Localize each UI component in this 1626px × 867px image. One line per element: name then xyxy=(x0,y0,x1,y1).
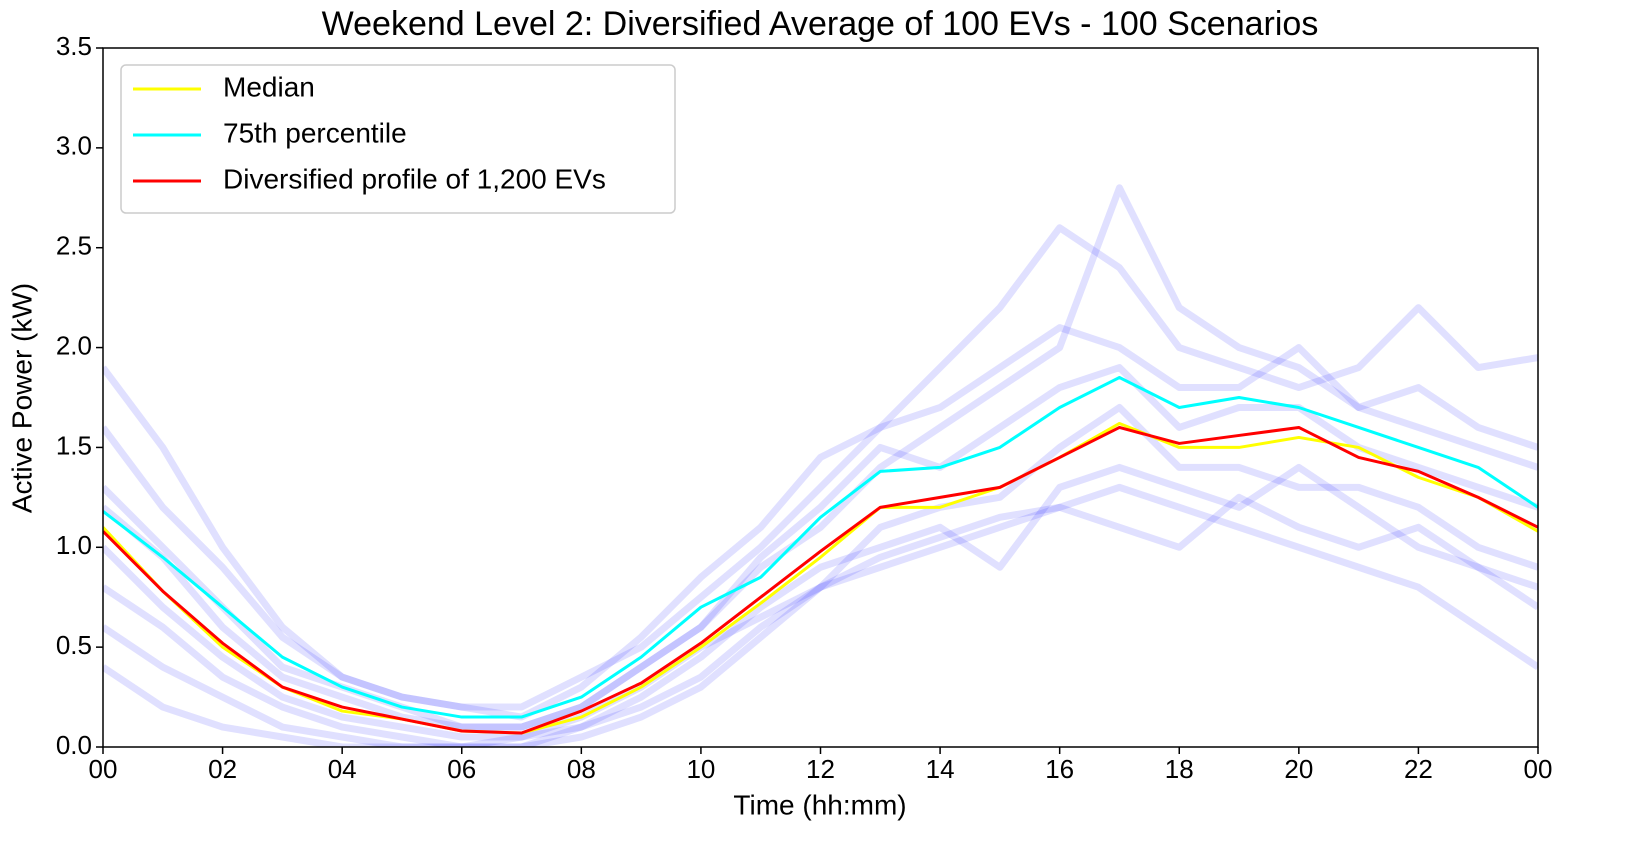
y-tick-label: 1.5 xyxy=(56,430,92,460)
scenario-line xyxy=(103,324,1538,721)
x-tick-label: 16 xyxy=(1045,754,1074,784)
y-tick-label: 3.0 xyxy=(56,131,92,161)
legend-box xyxy=(120,64,676,214)
x-tick-label: 06 xyxy=(447,754,476,784)
x-tick-label: 20 xyxy=(1284,754,1313,784)
y-tick-label: 1.0 xyxy=(56,530,92,560)
plot-frame xyxy=(102,47,1539,748)
x-tick-label: 18 xyxy=(1165,754,1194,784)
x-tick-label: 22 xyxy=(1404,754,1433,784)
x-tick-label: 04 xyxy=(328,754,357,784)
x-tick-label: 00 xyxy=(89,754,118,784)
x-tick-label: 12 xyxy=(806,754,835,784)
legend-label: Median xyxy=(223,71,315,102)
y-tick-label: 0.5 xyxy=(56,630,92,660)
x-tick-label: 08 xyxy=(567,754,596,784)
series-line xyxy=(103,376,1538,719)
series-line xyxy=(103,425,1538,735)
scenario-line xyxy=(103,224,1538,711)
scenario-line xyxy=(103,493,1538,741)
x-tick-label: 00 xyxy=(1524,754,1553,784)
y-tick-label: 2.5 xyxy=(56,231,92,261)
legend-label: Diversified profile of 1,200 EVs xyxy=(223,163,606,194)
x-tick-label: 10 xyxy=(686,754,715,784)
chart-title: Weekend Level 2: Diversified Average of … xyxy=(322,5,1319,43)
y-axis-label: Active Power (kW) xyxy=(6,283,37,513)
x-axis-label: Time (hh:mm) xyxy=(733,789,906,820)
x-tick-label: 14 xyxy=(926,754,955,784)
legend-label: 75th percentile xyxy=(223,117,407,148)
scenario-line xyxy=(103,364,1538,731)
y-tick-label: 3.5 xyxy=(56,31,92,61)
x-tick-label: 02 xyxy=(208,754,237,784)
scenario-line xyxy=(103,483,1538,747)
series-line xyxy=(103,421,1538,735)
y-tick-label: 0.0 xyxy=(56,730,92,760)
scenario-line xyxy=(103,403,1538,747)
scenario-line xyxy=(103,463,1538,747)
y-tick-label: 2.0 xyxy=(56,330,92,360)
